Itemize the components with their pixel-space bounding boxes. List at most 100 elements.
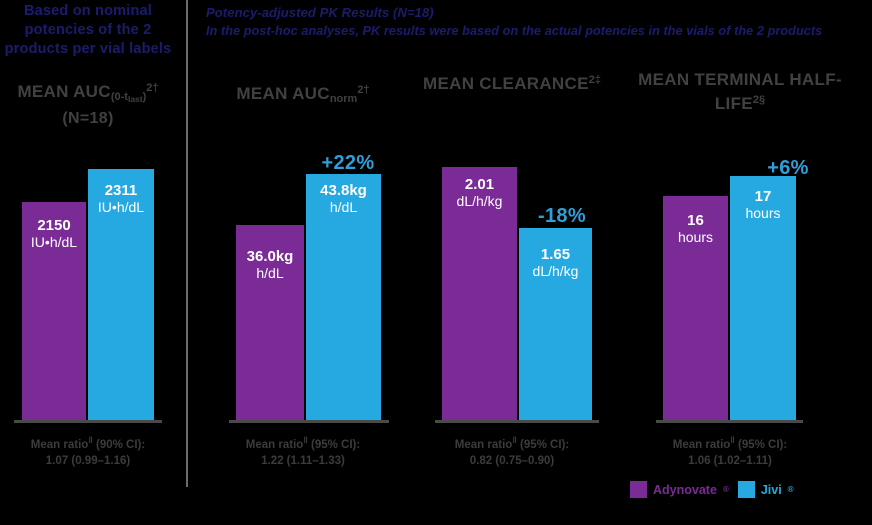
bar-baseline [229,420,389,423]
bar-jivi: 1.65 dL/h/kg [519,228,592,420]
bar-adynovate: 2150 IU•h/dL [22,202,86,420]
mean-ratio-value: 1.07 (0.99–1.16) [45,454,131,467]
bar-label-jivi: 1.65 dL/h/kg [519,246,592,280]
mean-ratio-value: 1.06 (1.02–1.11) [688,454,772,467]
mean-ratio-value: 1.22 (1.11–1.33) [261,454,345,467]
chart-legend: Adynovate ® Jivi ® [630,481,794,498]
mean-ratio-ci-label: (95% CI): [734,438,788,451]
mean-ratio-text: Mean ratio [30,438,89,451]
panel-mean-terminal-half-life: MEAN TERMINAL HALF-LIFE2§ +6% 16 hours 1… [630,0,850,525]
bar-unit-adynovate: hours [677,229,714,245]
bar-unit-adynovate: dL/h/kg [456,193,503,209]
bar-label-adynovate: 2.01 dL/h/kg [442,176,517,210]
bar-label-adynovate: 2150 IU•h/dL [22,217,86,251]
legend-swatch-adynovate-icon [630,481,647,498]
mean-ratio-text: Mean ratio [672,438,731,451]
bar-label-adynovate: 36.0kg h/dL [236,248,304,282]
bar-baseline [14,420,162,423]
bar-value-adynovate: 2150 [37,217,71,234]
panel-title-sub3: ) [142,91,147,103]
mean-ratio-footnote-mark: ‖ [88,435,93,445]
panel-title-main: MEAN CLEARANCE [423,74,589,93]
panel-title-sub: (0-t [110,91,128,103]
bar-label-jivi: 43.8kg h/dL [306,182,381,216]
panel-title-main: MEAN AUC [17,82,111,101]
panel-title-n: (N=18) [62,110,114,127]
panel-title-sup: 2§ [752,94,766,106]
mean-ratio-mean-auc-last: Mean ratio‖ (90% CI): 1.07 (0.99–1.16) [0,432,176,469]
bar-baseline [656,420,803,423]
bar-baseline [435,420,599,423]
bar-value-adynovate: 36.0kg [246,248,294,265]
delta-jivi: +6% [767,157,809,179]
panel-mean-auc-last: MEAN AUC(0-tlast)2† (N=18) 2150 IU•h/dL … [0,0,176,525]
bar-unit-adynovate: h/dL [256,265,284,281]
bar-unit-jivi: hours [745,205,781,221]
legend-mark-adynovate: ® [722,485,729,494]
pk-header-line1: Potency-adjusted PK Results (N=18) [206,5,434,20]
mean-ratio-footnote-mark: ‖ [730,435,735,445]
legend-label-jivi: Jivi [760,482,782,497]
bar-label-adynovate: 16 hours [663,212,728,246]
legend-label-adynovate: Adynovate [653,482,717,497]
bar-adynovate: 2.01 dL/h/kg [442,167,517,420]
mean-ratio-ci-label: (95% CI): [516,438,570,451]
bar-unit-adynovate: IU•h/dL [30,234,78,250]
mean-ratio-mean-terminal-half-life: Mean ratio‖ (95% CI): 1.06 (1.02–1.11) [620,432,840,469]
mean-ratio-mean-auc-norm: Mean ratio‖ (95% CI): 1.22 (1.11–1.33) [203,432,403,469]
mean-ratio-ci-label: (95% CI): [307,438,361,451]
bars-group-mean-auc-last: 2150 IU•h/dL 2311 IU•h/dL [0,0,176,525]
mean-ratio-label: Mean ratio‖ (95% CI): [620,432,840,453]
delta-jivi: -18% [538,205,586,227]
panel-title-main: MEAN AUC [236,84,330,103]
bar-adynovate: 16 hours [663,196,728,420]
bar-unit-jivi: IU•h/dL [97,199,145,215]
mean-ratio-footnote-mark: ‖ [303,435,308,445]
mean-ratio-label: Mean ratio‖ (95% CI): [412,432,612,453]
bar-jivi: 17 hours [730,176,796,420]
bar-adynovate: 36.0kg h/dL [236,225,304,420]
mean-ratio-value: 0.82 (0.75–0.90) [469,454,555,467]
bar-value-adynovate: 2.01 [464,176,495,193]
bar-value-adynovate: 16 [687,212,704,229]
mean-ratio-mean-clearance: Mean ratio‖ (95% CI): 0.82 (0.75–0.90) [412,432,612,469]
bar-jivi: 2311 IU•h/dL [88,169,154,420]
panel-title-mean-auc-last: MEAN AUC(0-tlast)2† (N=18) [0,78,176,129]
bar-label-jivi: 2311 IU•h/dL [88,182,154,216]
panel-divider [186,0,188,487]
bar-value-jivi: 43.8kg [320,182,367,199]
bar-unit-jivi: dL/h/kg [532,263,579,279]
panel-title-sup: 2† [357,84,370,96]
panel-title-sub2: last [127,94,143,104]
bar-label-jivi: 17 hours [730,188,796,222]
bar-value-jivi: 1.65 [540,246,571,263]
panel-title-mean-terminal-half-life: MEAN TERMINAL HALF-LIFE2§ [630,70,850,114]
bar-unit-jivi: h/dL [329,199,358,215]
pk-header-line2: In the post-hoc analyses, PK results wer… [206,24,823,38]
bars-group-mean-auc-norm: +22% 36.0kg h/dL 43.8kg h/dL [203,0,403,525]
bars-group-mean-clearance: -18% 2.01 dL/h/kg 1.65 dL/h/kg [412,0,612,525]
panel-mean-auc-norm: MEAN AUCnorm2† +22% 36.0kg h/dL 43.8kg h… [203,0,403,525]
legend-mark-jivi: ® [787,485,794,494]
panel-title-mean-auc-norm: MEAN AUCnorm2† [203,80,403,109]
mean-ratio-label: Mean ratio‖ (90% CI): [0,432,176,453]
bars-group-mean-terminal-half-life: +6% 16 hours 17 hours [630,0,850,525]
legend-item-jivi: Jivi ® [737,481,794,498]
mean-ratio-label: Mean ratio‖ (95% CI): [203,432,403,453]
panel-title-sup: 2‡ [588,74,601,86]
legend-item-adynovate: Adynovate ® [630,481,729,498]
panel-mean-clearance: MEAN CLEARANCE2‡ -18% 2.01 dL/h/kg 1.65 … [412,0,612,525]
panel-title-sub: norm [329,93,358,105]
nominal-potency-note: Based on nominal potencies of the 2 prod… [4,3,172,57]
bar-value-jivi: 17 [754,188,772,205]
panel-title-main: MEAN TERMINAL HALF-LIFE [638,70,842,113]
panel-title-mean-clearance: MEAN CLEARANCE2‡ [412,70,612,94]
delta-jivi: +22% [321,152,375,174]
bar-jivi: 43.8kg h/dL [306,174,381,420]
mean-ratio-text: Mean ratio [245,438,304,451]
bar-value-jivi: 2311 [104,182,138,199]
panel-title-sup: 2† [146,82,159,94]
mean-ratio-ci-label: (90% CI): [92,438,146,451]
pk-results-header: Potency-adjusted PK Results (N=18) In th… [206,4,866,40]
